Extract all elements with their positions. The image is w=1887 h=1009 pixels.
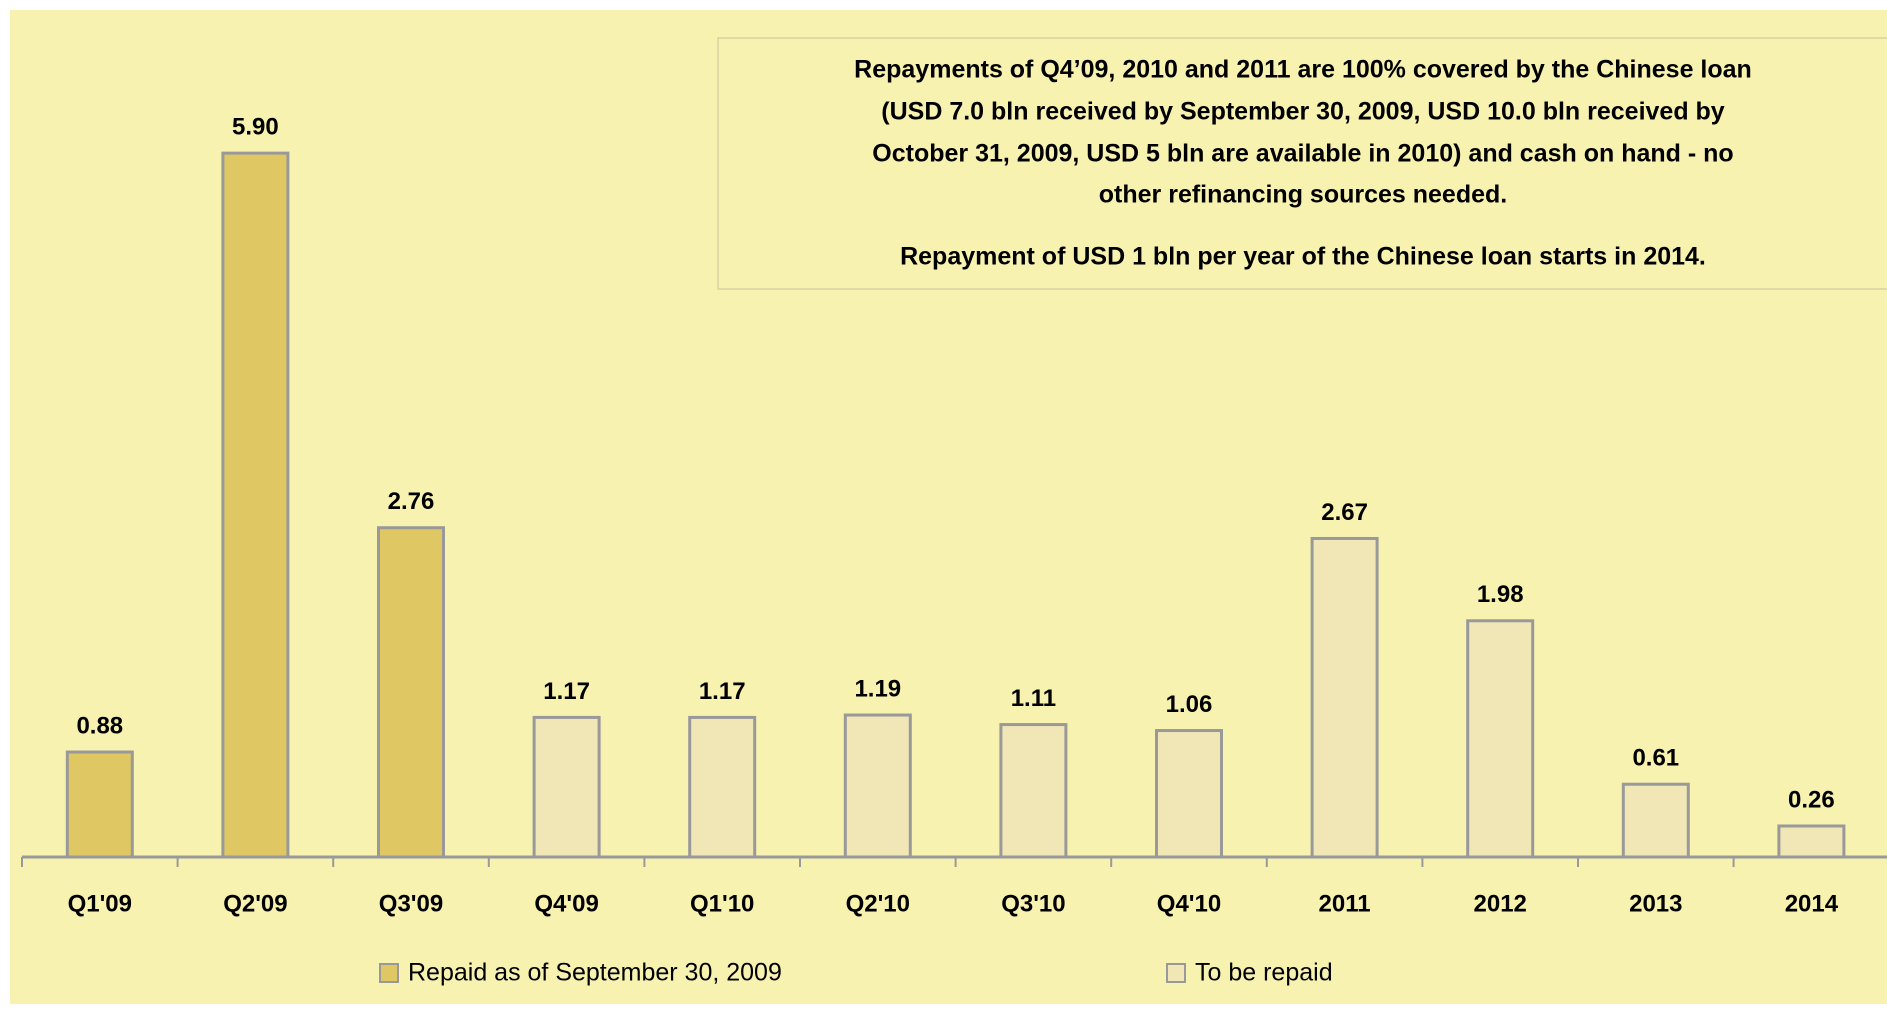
legend-swatch [1166,963,1186,983]
data-label: 0.88 [76,712,123,739]
data-label: 1.19 [854,675,901,702]
annotation-line: other refinancing sources needed. [1099,181,1507,209]
bar [221,151,290,859]
data-label: 2.76 [388,488,435,515]
bar [65,750,134,859]
bar [1777,824,1846,859]
bar [688,715,757,859]
x-tick-label: Q1'10 [690,890,754,917]
x-tick-label: Q3'10 [1001,890,1065,917]
bar [1621,782,1690,859]
data-label: 1.11 [1011,685,1056,712]
data-label: 5.90 [232,113,279,140]
x-tick-label: 2013 [1629,890,1682,917]
x-tick-label: Q2'09 [223,890,287,917]
x-tick-label: 2012 [1474,890,1527,917]
x-tick-label: Q2'10 [846,890,910,917]
legend-swatch [379,963,399,983]
data-label: 1.17 [543,678,590,705]
bar [1310,536,1379,859]
data-label: 1.06 [1166,691,1213,718]
x-tick-label: 2014 [1785,890,1839,917]
data-label: 0.61 [1632,745,1679,772]
bar [377,526,445,859]
annotation-line: (USD 7.0 bln received by September 30, 2… [881,98,1725,126]
bar [843,713,912,859]
x-tick-label: Q1'09 [68,890,132,917]
annotation-box [717,37,1887,290]
x-tick-label: Q4'09 [534,890,598,917]
x-tick-label: Q4'10 [1157,890,1221,917]
annotation-line: Repayments of Q4’09, 2010 and 2011 are 1… [854,56,1752,84]
data-label: 2.67 [1321,499,1368,526]
bar [532,715,601,859]
data-label: 1.17 [699,678,746,705]
data-label: 1.98 [1477,581,1524,608]
annotation-line: October 31, 2009, USD 5 bln are availabl… [872,140,1733,168]
data-label: 0.26 [1788,786,1835,813]
bar [1466,619,1535,859]
bar [999,723,1068,859]
bar [1155,729,1223,859]
legend-label: To be repaid [1195,959,1333,987]
x-tick-label: Q3'09 [379,890,443,917]
annotation-line: Repayment of USD 1 bln per year of the C… [900,243,1706,271]
x-tick-label: 2011 [1319,890,1371,917]
legend-label: Repaid as of September 30, 2009 [408,959,782,987]
